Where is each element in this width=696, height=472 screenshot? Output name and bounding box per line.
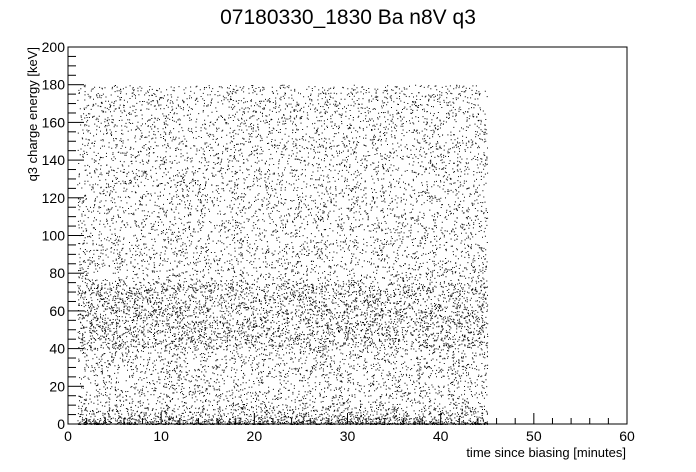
y-tick-label: 0	[57, 416, 65, 432]
x-tick-label: 20	[247, 428, 263, 444]
x-tick-label: 30	[340, 428, 356, 444]
y-tick-label: 180	[42, 77, 66, 93]
y-tick-label: 200	[42, 39, 66, 55]
x-tick-label: 50	[526, 428, 542, 444]
x-tick-label: 60	[619, 428, 635, 444]
y-tick-label: 120	[42, 190, 66, 206]
y-tick-label: 100	[42, 228, 66, 244]
x-axis-label: time since biasing [minutes]	[466, 445, 626, 460]
y-axis-label: q3 charge energy [keV]	[25, 47, 40, 181]
x-tick-label: 40	[433, 428, 449, 444]
chart-title: 07180330_1830 Ba n8V q3	[220, 6, 476, 29]
x-tick-label: 10	[153, 428, 169, 444]
y-tick-label: 60	[49, 303, 65, 319]
y-tick-label: 80	[49, 265, 65, 281]
data-points	[77, 84, 489, 425]
y-tick-label: 160	[42, 114, 66, 130]
y-tick-label: 20	[49, 378, 65, 394]
x-tick-label: 0	[64, 428, 72, 444]
axis-ticks	[67, 46, 628, 425]
plot-frame	[67, 46, 628, 425]
tick-labels: 0 10 20 30 40 50 60 0 20 40 60 80 100 120 140 160 180 200	[42, 39, 635, 444]
y-tick-label: 40	[49, 341, 65, 357]
y-tick-label: 140	[42, 152, 66, 168]
scatter-points	[77, 84, 489, 425]
